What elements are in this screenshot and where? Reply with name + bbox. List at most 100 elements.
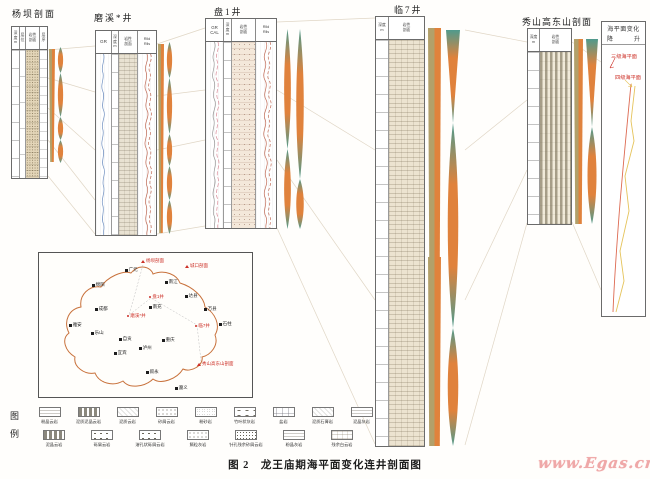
- header-lithology: 岩性 剖面: [402, 23, 411, 32]
- column-headers: 深度 m 层位 岩性 剖面 层序: [12, 27, 47, 50]
- dot-marker-icon: [195, 325, 198, 328]
- cycle-spindle: [166, 200, 173, 234]
- map-graphics: [64, 264, 218, 387]
- square-marker-icon: [149, 305, 152, 309]
- map-label: 达县: [185, 293, 198, 299]
- map-label: 秀山高东山剖面: [197, 361, 234, 367]
- well-title-pan1: 盘1井: [214, 7, 243, 17]
- cycle-spindle: [49, 49, 55, 162]
- map-label: 广元: [125, 267, 138, 273]
- map-labels: 广元 杨坝剖面 城口剖面 南江 绵阳 达县 万县 石柱 成都 南充 盘1井 磨溪*井 临7井 重庆 自贡 乐山…: [39, 253, 254, 399]
- triangle-marker-icon: [141, 259, 145, 263]
- map-label-text: 叙永: [149, 369, 159, 374]
- legend-swatch-p-line: [350, 407, 373, 417]
- rise-label: 升: [633, 37, 640, 43]
- header-resistivity: Rlld Rlls: [262, 25, 270, 34]
- cycle-spindle: [158, 44, 164, 233]
- legend-item: 泥晶灰岩: [342, 407, 381, 425]
- map-label: 杨坝剖面: [141, 258, 164, 264]
- cycle-spindle: [57, 47, 64, 73]
- legend-label: 粉晶云岩: [41, 418, 58, 424]
- square-marker-icon: [91, 331, 94, 335]
- legend-item: 粉晶云岩: [30, 407, 69, 425]
- legend-label: 残余白云岩: [331, 441, 353, 447]
- cycle-spindle: [447, 328, 459, 446]
- cycle-spindle: [586, 39, 598, 127]
- fourth-order-sea-level-label: 四级海平面: [615, 75, 641, 81]
- depth-track: [112, 54, 119, 235]
- map-label: 自贡: [119, 336, 132, 342]
- sea-level-fall-rise: 降 升: [602, 33, 645, 45]
- header-sequence: 层序: [41, 33, 46, 42]
- map-label: 南充: [149, 304, 162, 310]
- legend-item: 砾屑云岩: [78, 430, 126, 448]
- map-label-text: 乐山: [94, 330, 104, 335]
- legend-label: 粉晶灰岩: [285, 441, 303, 447]
- map-label: 宜宾: [114, 350, 127, 356]
- resistivity-curve-track: [256, 42, 276, 228]
- map-label-text: 南江: [168, 279, 178, 284]
- legend-swatch-p-line: [38, 407, 61, 417]
- map-label: 遵义: [175, 385, 188, 391]
- map-label-text: 秀山高东山剖面: [202, 361, 234, 366]
- map-label-text: 杨坝剖面: [146, 258, 164, 263]
- legend-item: 盐岩: [264, 407, 303, 425]
- legend-swatch-p-dash: [43, 430, 65, 440]
- legend-item: 针孔残余砂屑云岩: [222, 430, 270, 448]
- header-depth: 深度 m: [112, 31, 119, 53]
- map-label-text: 万县: [207, 306, 217, 311]
- well-column-moxi: GR 深度 m 岩性 剖面 Rlld Rlls: [95, 30, 157, 236]
- sea-level-title: 海平面变化: [607, 27, 640, 33]
- cycle-spindle: [296, 179, 304, 229]
- legend-label: 砂屑云岩: [158, 418, 175, 424]
- legend-swatch-p-fdot: [194, 407, 217, 417]
- watermark: www.Egas.cn: [537, 454, 650, 472]
- legend-item: 溶孔状砾屑云岩: [126, 430, 174, 448]
- header-depth: 深度 m: [12, 27, 20, 49]
- cycle-spindles-moxi: [158, 42, 173, 234]
- cycle-spindle: [446, 30, 460, 123]
- square-marker-icon: [204, 307, 207, 311]
- legend-title: 图例: [9, 411, 19, 447]
- well-title-yangba: 杨坝剖面: [12, 9, 57, 19]
- square-marker-icon: [69, 323, 72, 327]
- legend-label: 盐岩: [279, 418, 288, 424]
- header-lithology: 岩性 剖面: [232, 19, 256, 41]
- sea-level-panel: 海平面变化 降 升 三级海平面 四级海平面: [601, 21, 646, 317]
- well-column-xiushan: 深度 m 岩性 剖面: [527, 28, 572, 225]
- lithology-track: [232, 42, 256, 228]
- square-marker-icon: [139, 346, 142, 350]
- map-label-text: 南充: [152, 304, 162, 309]
- header-gr-cal: GR CAL: [206, 19, 224, 41]
- cycle-spindle: [284, 29, 291, 149]
- map-label: 叙永: [146, 369, 159, 375]
- legend-swatch-p-diag: [116, 407, 139, 417]
- header-lithology: 岩性 剖面: [26, 27, 40, 49]
- cycle-spindle: [57, 140, 64, 163]
- header-lithology: 岩性 剖面: [119, 31, 138, 53]
- column-headers: 深度 m 岩性 剖面: [376, 17, 424, 40]
- gr-cal-curves: [212, 42, 220, 228]
- map-label-text: 盘1井: [152, 294, 164, 299]
- figure-caption: 图 2 龙王庙期海平面变化连井剖面图: [228, 460, 422, 471]
- triangle-marker-icon: [197, 362, 201, 366]
- square-marker-icon: [92, 283, 95, 287]
- legend-label: 泥质石膏岩: [312, 418, 333, 424]
- cycle-spindles-pan1: [284, 29, 304, 229]
- cycle-spindles-yangba: [49, 47, 64, 163]
- location-map: 广元 杨坝剖面 城口剖面 南江 绵阳 达县 万县 石柱 成都 南充 盘1井 磨溪*井 临7井 重庆 自贡 乐山…: [38, 252, 253, 398]
- basin-boundary: [64, 266, 218, 387]
- header-gr: GR: [96, 31, 112, 53]
- resistivity-curves: [144, 54, 153, 235]
- cycle-spindle: [574, 39, 583, 224]
- legend-swatch-p-brick: [331, 430, 353, 440]
- map-label-text: 宜宾: [117, 350, 127, 355]
- map-label-text: 临7井: [198, 323, 210, 328]
- map-label-text: 重庆: [165, 337, 175, 342]
- third-order-curve: [612, 83, 632, 313]
- cycle-spindle: [428, 28, 441, 257]
- sequence-track: [40, 50, 47, 178]
- square-marker-icon: [162, 338, 165, 342]
- map-label: 磨溪*井: [127, 313, 146, 319]
- legend-swatch-p-cross: [272, 407, 295, 417]
